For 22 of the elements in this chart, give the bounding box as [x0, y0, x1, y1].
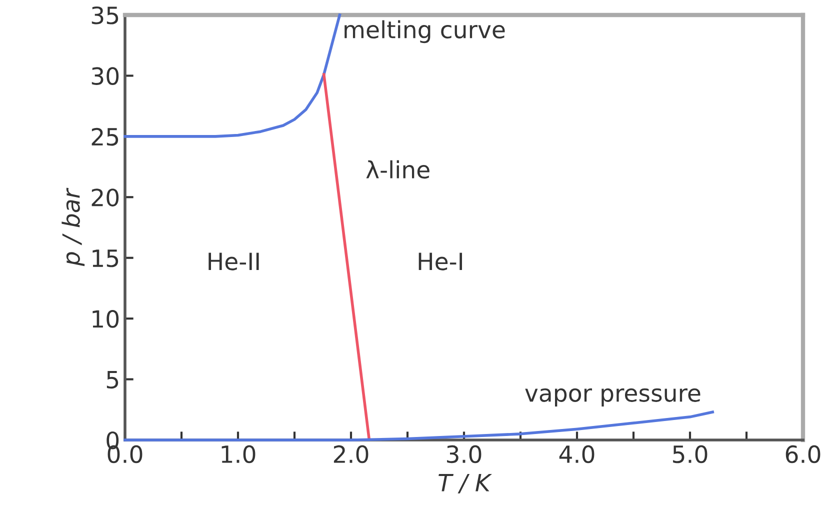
x-tick-label: 5.0 — [673, 445, 708, 464]
x-axis-title: T / K — [438, 474, 492, 494]
x-tick-label: 2.0 — [334, 445, 368, 464]
line-series — [124, 410, 714, 442]
line-series — [124, 14, 342, 138]
y-tick-label: 30 — [92, 67, 119, 86]
y-axis-title: p / bar — [62, 188, 85, 266]
y-tick-label: 10 — [92, 310, 119, 328]
series-label: λ-line — [366, 160, 430, 179]
series-label: vapor pressure — [525, 388, 700, 407]
x-tick-label: 3.0 — [447, 445, 482, 464]
y-tick-label: 20 — [92, 188, 119, 206]
x-tick-label: 6.0 — [786, 445, 820, 464]
y-tick-label: 15 — [92, 250, 118, 268]
x-tick-label: 1.0 — [222, 445, 256, 464]
x-tick-label: 4.0 — [559, 445, 594, 464]
series-label: melting curve — [344, 20, 505, 44]
annotation: He-I — [418, 252, 462, 270]
y-tick-label: 5 — [106, 371, 118, 389]
y-tick-label: 35 — [92, 6, 118, 24]
y-tick-label: 25 — [92, 128, 118, 146]
annotation: He-II — [208, 252, 259, 270]
